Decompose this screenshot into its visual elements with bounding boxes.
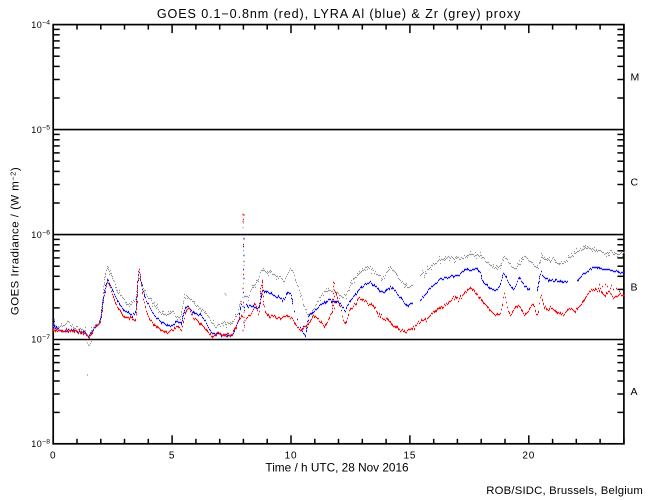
svg-text:GOES Irradiance / (W m−2): GOES Irradiance / (W m−2) [9, 167, 22, 315]
svg-text:M: M [631, 72, 640, 84]
svg-text:ROB/SIDC, Brussels, Belgium: ROB/SIDC, Brussels, Belgium [486, 485, 643, 497]
svg-text:Time / h UTC, 28 Nov 2016: Time / h UTC, 28 Nov 2016 [265, 461, 409, 475]
svg-text:10−7: 10−7 [31, 334, 50, 345]
svg-text:10−4: 10−4 [31, 19, 50, 30]
svg-text:B: B [631, 282, 638, 294]
svg-text:10−8: 10−8 [31, 439, 50, 450]
svg-text:C: C [631, 177, 639, 189]
svg-text:A: A [631, 386, 638, 398]
svg-text:10: 10 [285, 451, 298, 462]
svg-text:5: 5 [169, 451, 175, 462]
svg-text:20: 20 [522, 451, 535, 462]
svg-text:GOES 0.1−0.8nm (red), LYRA Al: GOES 0.1−0.8nm (red), LYRA Al (blue) & Z… [157, 7, 521, 21]
svg-text:0: 0 [50, 451, 56, 462]
svg-text:10−6: 10−6 [31, 229, 50, 240]
svg-text:10−5: 10−5 [31, 124, 50, 135]
svg-text:15: 15 [404, 451, 417, 462]
